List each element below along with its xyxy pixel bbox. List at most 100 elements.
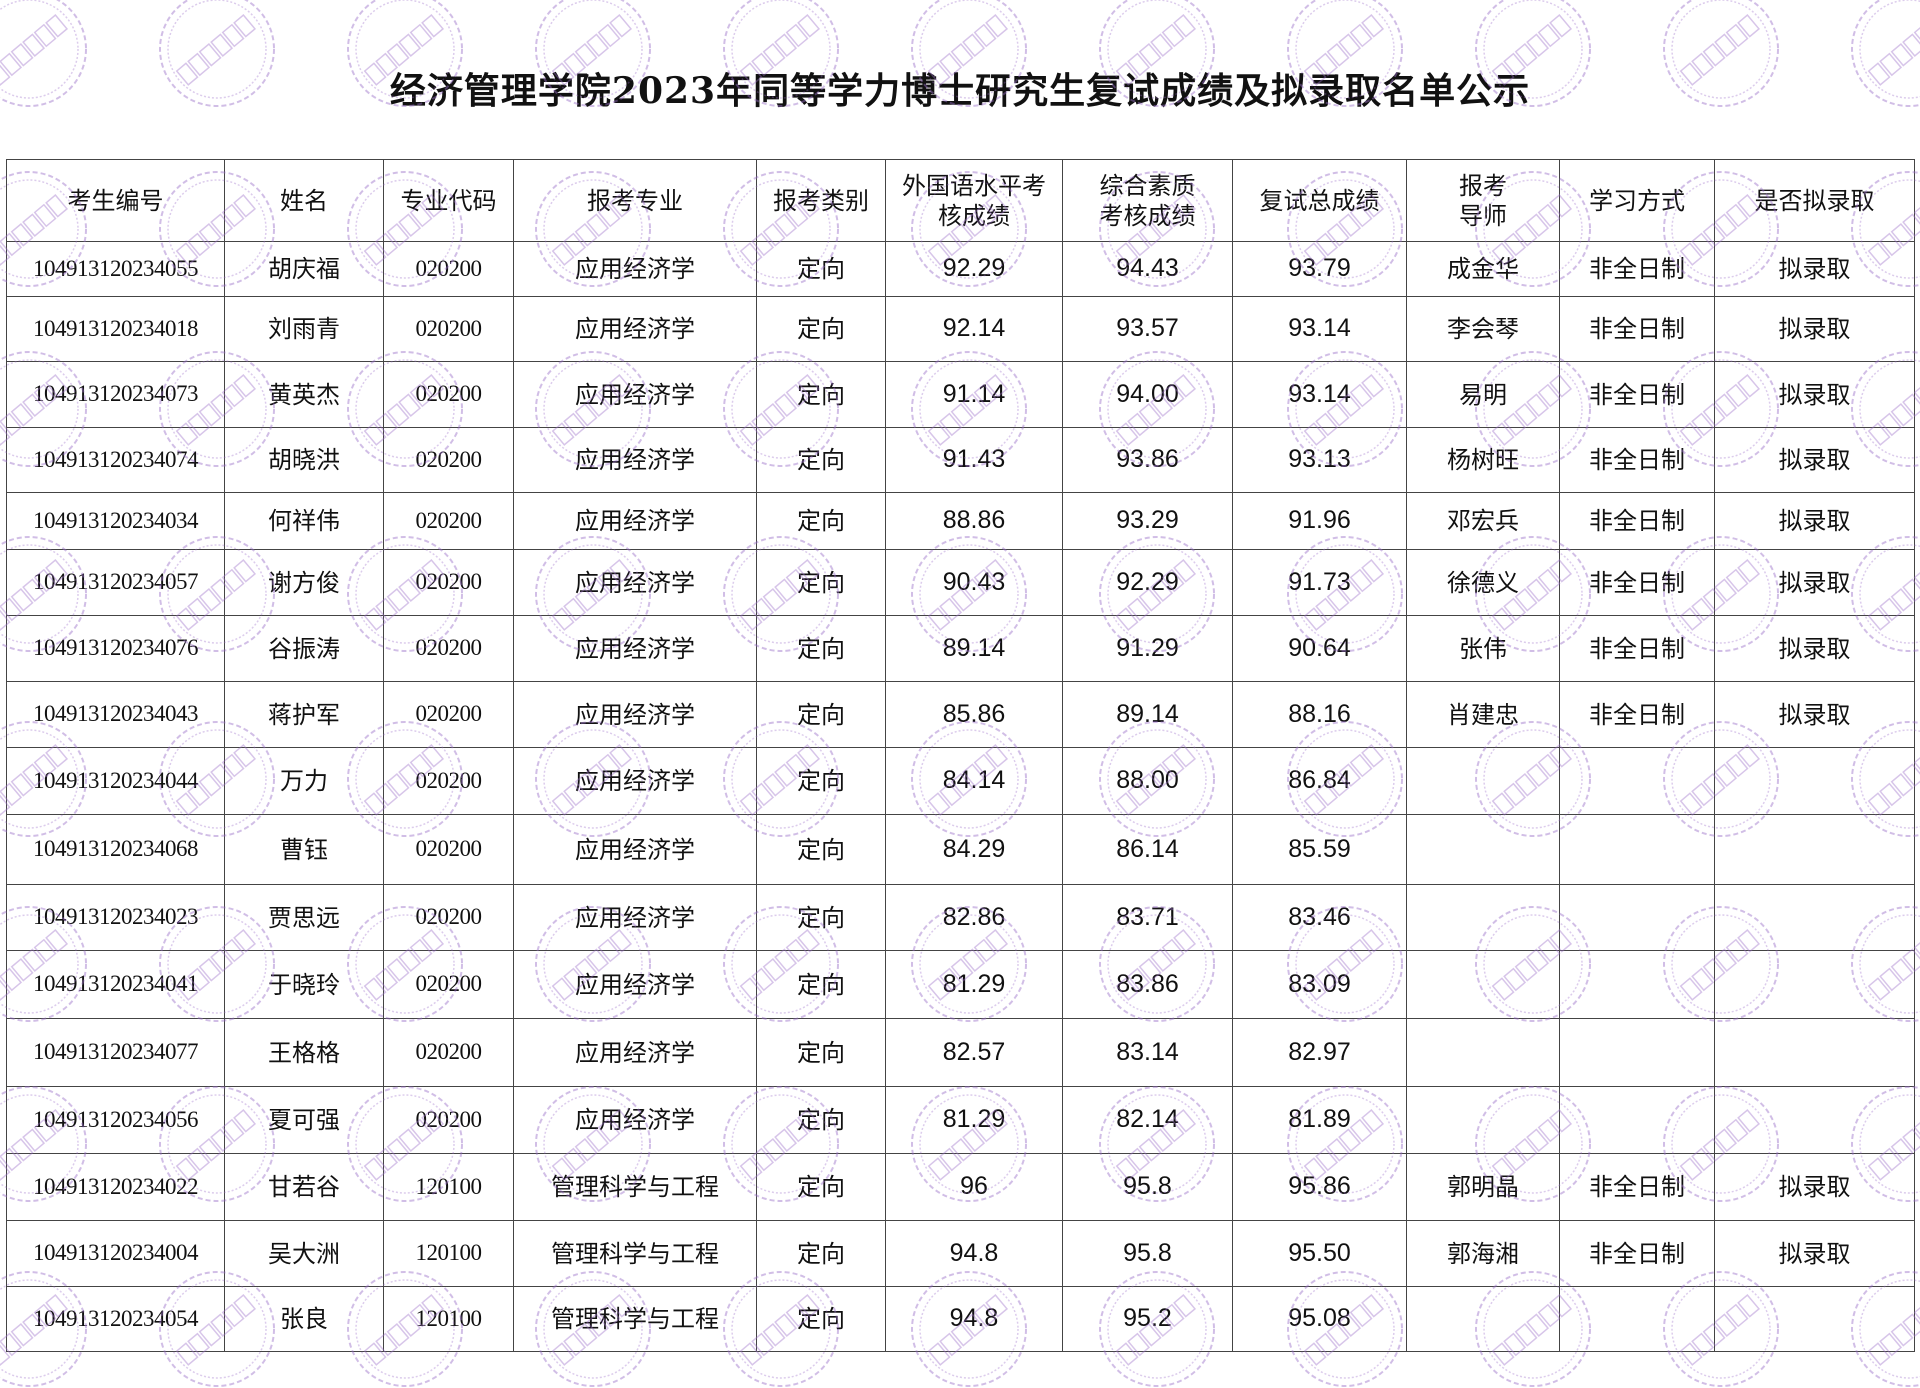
cell-comprehensive-score: 93.57 — [1062, 296, 1233, 362]
header-admission-status: 是否拟录取 — [1714, 159, 1915, 242]
header-comprehensive-score: 综合素质 考核成绩 — [1062, 159, 1233, 242]
cell-name: 黄英杰 — [224, 361, 384, 428]
cell-name: 刘雨青 — [224, 296, 384, 362]
cell-foreign-language-score: 82.57 — [885, 1018, 1063, 1087]
cell-supervisor: 成金华 — [1406, 241, 1560, 297]
cell-comprehensive-score: 88.00 — [1062, 747, 1233, 815]
cell-foreign-language-score: 85.86 — [885, 681, 1063, 748]
cell-foreign-language-score: 92.14 — [885, 296, 1063, 362]
cell-study-mode — [1559, 1286, 1715, 1352]
cell-supervisor: 李会琴 — [1406, 296, 1560, 362]
cell-total-score: 82.97 — [1232, 1018, 1407, 1087]
cell-major-code: 020200 — [383, 549, 514, 616]
cell-supervisor: 徐德义 — [1406, 549, 1560, 616]
cell-candidate-id: 104913120234044 — [6, 747, 225, 815]
cell-category: 定向 — [756, 427, 886, 493]
cell-foreign-language-score: 81.29 — [885, 1086, 1063, 1154]
cell-total-score: 83.46 — [1232, 884, 1407, 951]
cell-total-score: 93.14 — [1232, 361, 1407, 428]
cell-total-score: 90.64 — [1232, 615, 1407, 682]
header-foreign-language-score: 外国语水平考 核成绩 — [885, 159, 1063, 242]
header-candidate-id: 考生编号 — [6, 159, 225, 242]
cell-category: 定向 — [756, 361, 886, 428]
cell-major: 管理科学与工程 — [513, 1153, 757, 1221]
cell-major-code: 020200 — [383, 1018, 514, 1087]
admission-table: 考生编号 姓名 专业代码 报考专业 报考类别 外国语水平考 核成绩 综合素质 考核成绩 复试总… — [6, 159, 1915, 1352]
cell-major-code: 020200 — [383, 361, 514, 428]
cell-study-mode — [1559, 747, 1715, 815]
cell-major: 应用经济学 — [513, 747, 757, 815]
cell-total-score: 95.08 — [1232, 1286, 1407, 1352]
cell-supervisor — [1406, 1286, 1560, 1352]
cell-supervisor — [1406, 884, 1560, 951]
cell-comprehensive-score: 95.2 — [1062, 1286, 1233, 1352]
cell-admission-status: 拟录取 — [1714, 681, 1915, 748]
table-row: 104913120234076 谷振涛 020200 应用经济学 定向 89.14 91.2… — [6, 615, 1915, 682]
cell-admission-status: 拟录取 — [1714, 361, 1915, 428]
cell-candidate-id: 104913120234068 — [6, 814, 225, 885]
cell-study-mode — [1559, 884, 1715, 951]
cell-supervisor: 郭海湘 — [1406, 1220, 1560, 1287]
cell-major-code: 020200 — [383, 747, 514, 815]
cell-admission-status — [1714, 950, 1915, 1019]
cell-candidate-id: 104913120234077 — [6, 1018, 225, 1087]
cell-total-score: 83.09 — [1232, 950, 1407, 1019]
cell-name: 谷振涛 — [224, 615, 384, 682]
cell-candidate-id: 104913120234076 — [6, 615, 225, 682]
cell-total-score: 81.89 — [1232, 1086, 1407, 1154]
cell-admission-status: 拟录取 — [1714, 241, 1915, 297]
cell-comprehensive-score: 92.29 — [1062, 549, 1233, 616]
cell-admission-status — [1714, 814, 1915, 885]
table-body: 104913120234055 胡庆福 020200 应用经济学 定向 92.29 94.4… — [6, 241, 1915, 1352]
cell-study-mode: 非全日制 — [1559, 1220, 1715, 1287]
cell-admission-status: 拟录取 — [1714, 615, 1915, 682]
cell-name: 曹钰 — [224, 814, 384, 885]
cell-study-mode: 非全日制 — [1559, 1153, 1715, 1221]
cell-study-mode: 非全日制 — [1559, 681, 1715, 748]
table-row: 104913120234057 谢方俊 020200 应用经济学 定向 90.43 92.2… — [6, 549, 1915, 616]
cell-category: 定向 — [756, 814, 886, 885]
cell-comprehensive-score: 93.86 — [1062, 427, 1233, 493]
cell-supervisor: 郭明晶 — [1406, 1153, 1560, 1221]
cell-foreign-language-score: 82.86 — [885, 884, 1063, 951]
cell-candidate-id: 104913120234023 — [6, 884, 225, 951]
cell-category: 定向 — [756, 1220, 886, 1287]
table-row: 104913120234034 何祥伟 020200 应用经济学 定向 88.86 93.2… — [6, 492, 1915, 550]
cell-comprehensive-score: 95.8 — [1062, 1153, 1233, 1221]
cell-category: 定向 — [756, 549, 886, 616]
cell-foreign-language-score: 94.8 — [885, 1220, 1063, 1287]
cell-comprehensive-score: 86.14 — [1062, 814, 1233, 885]
cell-category: 定向 — [756, 1018, 886, 1087]
cell-foreign-language-score: 91.43 — [885, 427, 1063, 493]
cell-comprehensive-score: 93.29 — [1062, 492, 1233, 550]
cell-supervisor: 杨树旺 — [1406, 427, 1560, 493]
cell-major-code: 020200 — [383, 241, 514, 297]
cell-candidate-id: 104913120234018 — [6, 296, 225, 362]
cell-name: 吴大洲 — [224, 1220, 384, 1287]
cell-major-code: 020200 — [383, 884, 514, 951]
table-row: 104913120234018 刘雨青 020200 应用经济学 定向 92.14 93.5… — [6, 296, 1915, 362]
cell-candidate-id: 104913120234041 — [6, 950, 225, 1019]
header-study-mode: 学习方式 — [1559, 159, 1715, 242]
cell-study-mode: 非全日制 — [1559, 361, 1715, 428]
cell-total-score: 93.14 — [1232, 296, 1407, 362]
cell-admission-status: 拟录取 — [1714, 492, 1915, 550]
cell-major-code: 020200 — [383, 681, 514, 748]
table-row: 104913120234054 张良 120100 管理科学与工程 定向 94.8 95.2… — [6, 1286, 1915, 1352]
cell-admission-status — [1714, 884, 1915, 951]
cell-candidate-id: 104913120234043 — [6, 681, 225, 748]
table-row: 104913120234022 甘若谷 120100 管理科学与工程 定向 96 95.8 9… — [6, 1153, 1915, 1221]
cell-candidate-id: 104913120234055 — [6, 241, 225, 297]
cell-supervisor: 张伟 — [1406, 615, 1560, 682]
table-header-row: 考生编号 姓名 专业代码 报考专业 报考类别 外国语水平考 核成绩 综合素质 考核成绩 复试总… — [6, 159, 1915, 242]
cell-foreign-language-score: 89.14 — [885, 615, 1063, 682]
cell-foreign-language-score: 81.29 — [885, 950, 1063, 1019]
cell-comprehensive-score: 91.29 — [1062, 615, 1233, 682]
cell-admission-status: 拟录取 — [1714, 1153, 1915, 1221]
cell-candidate-id: 104913120234073 — [6, 361, 225, 428]
cell-admission-status: 拟录取 — [1714, 296, 1915, 362]
cell-supervisor: 邓宏兵 — [1406, 492, 1560, 550]
table-row: 104913120234077 王格格 020200 应用经济学 定向 82.57 83.1… — [6, 1018, 1915, 1087]
cell-major: 应用经济学 — [513, 361, 757, 428]
cell-comprehensive-score: 94.43 — [1062, 241, 1233, 297]
